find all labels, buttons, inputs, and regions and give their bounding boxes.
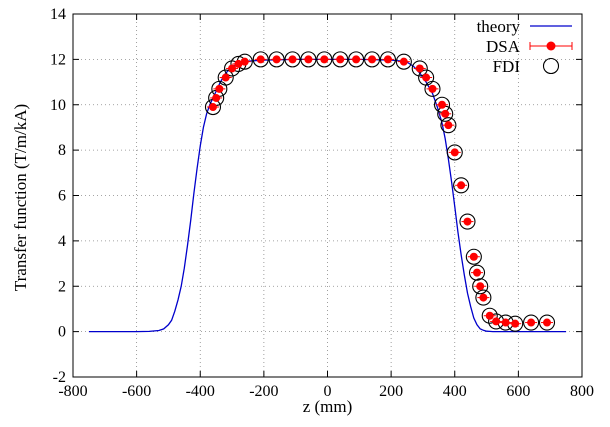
dsa-point — [511, 319, 520, 328]
x-tick-label: -400 — [186, 383, 215, 400]
y-axis-title: Transfer function (T/m/kA) — [11, 104, 30, 291]
fdi-point — [348, 51, 365, 68]
fdi-point — [446, 144, 463, 161]
fdi-point — [252, 51, 269, 68]
dsa-point — [288, 55, 297, 64]
dsa-point — [221, 73, 230, 82]
fdi-point — [268, 51, 285, 68]
legend-swatch-dsa-marker — [546, 41, 556, 51]
y-tick-label: -2 — [53, 369, 66, 386]
dsa-point — [215, 84, 224, 93]
y-tick-label: 10 — [50, 97, 66, 114]
legend-label-fdi: FDI — [493, 57, 521, 76]
grid-layer — [73, 14, 582, 377]
fdi-point — [538, 314, 556, 331]
fdi-point — [440, 117, 457, 134]
dsa-point — [450, 148, 459, 157]
y-tick-label: 8 — [58, 142, 66, 159]
x-tick-label: -200 — [249, 383, 278, 400]
x-tick-label: 600 — [506, 383, 530, 400]
dsa-point — [441, 109, 450, 118]
dsa-point — [473, 268, 482, 277]
y-tick-label: 0 — [58, 324, 66, 341]
y-tick-label: 2 — [58, 278, 66, 295]
dsa-point — [457, 181, 466, 190]
dsa-point — [304, 55, 313, 64]
dsa-point — [438, 100, 447, 109]
fdi-point — [363, 51, 381, 68]
fdi-point — [424, 80, 441, 97]
dsa-point — [320, 55, 329, 64]
y-tick-label: 12 — [50, 51, 66, 68]
dsa-point — [492, 317, 501, 326]
legend-swatch-fdi-marker — [542, 57, 560, 75]
dsa-point — [352, 55, 361, 64]
dsa-point — [479, 293, 488, 302]
fdi-point — [465, 248, 482, 265]
x-tick-label: 0 — [324, 383, 332, 400]
dsa-point — [543, 318, 552, 327]
x-tick-label: 400 — [443, 383, 467, 400]
fdi-point — [468, 264, 486, 281]
fdi-point — [332, 51, 349, 68]
fdi-point — [523, 314, 540, 331]
fdi-point — [475, 289, 492, 306]
legend-label-theory: theory — [477, 17, 521, 36]
series-layer — [88, 51, 567, 333]
dsa-point — [272, 55, 281, 64]
dsa-point — [368, 55, 377, 64]
x-tick-label: 200 — [379, 383, 403, 400]
fdi-point — [300, 51, 317, 68]
dsa-point — [428, 84, 437, 93]
dsa-point — [476, 282, 485, 291]
fdi-point — [481, 307, 498, 324]
dsa-point — [208, 103, 217, 112]
fdi-point — [316, 51, 333, 68]
x-tick-label: -800 — [58, 383, 87, 400]
fdi-point — [395, 53, 412, 70]
fdi-point — [459, 213, 476, 230]
dsa-point — [469, 252, 478, 261]
dsa-point — [463, 217, 472, 226]
dsa-point — [256, 55, 265, 64]
dsa-point — [336, 55, 345, 64]
y-tick-label: 14 — [50, 6, 66, 23]
dsa-point — [212, 93, 221, 102]
fdi-point — [411, 60, 428, 77]
dsa-point — [422, 73, 431, 82]
x-tick-label: -600 — [122, 383, 151, 400]
fdi-point — [453, 177, 470, 194]
x-axis-title: z (mm) — [303, 397, 353, 416]
dsa-point — [501, 318, 510, 327]
fdi-point — [472, 278, 489, 295]
dsa-point — [383, 55, 392, 64]
y-tick-label: 4 — [58, 233, 66, 250]
dsa-point — [444, 121, 453, 130]
dsa-point — [527, 318, 536, 327]
dsa-point — [399, 57, 408, 66]
dsa-point — [228, 64, 237, 73]
fdi-point — [284, 51, 301, 68]
tick-layer: -800 -600 -400 -200 0 200 400 600 800 -2 0 2 4 6 8 10 12… — [50, 6, 594, 400]
x-tick-label: 800 — [570, 383, 594, 400]
dsa-point — [240, 57, 249, 66]
fdi-point — [217, 69, 234, 86]
y-tick-label: 6 — [58, 188, 66, 205]
plot-frame — [72, 13, 583, 378]
legend-label-dsa: DSA — [486, 37, 521, 56]
dsa-point — [415, 64, 424, 73]
dsa-point — [485, 311, 494, 320]
fdi-point — [379, 51, 396, 68]
